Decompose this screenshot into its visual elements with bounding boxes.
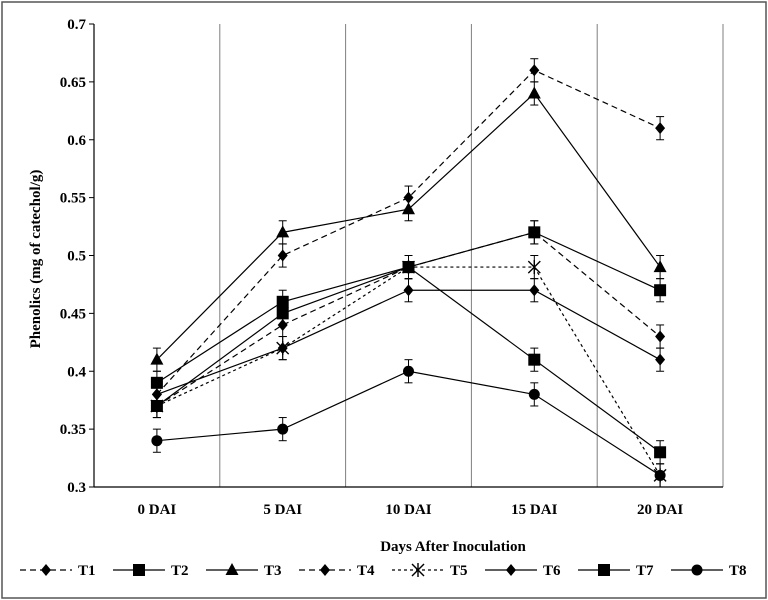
series-t3-point: [150, 352, 164, 365]
grid-lines: [219, 24, 724, 487]
legend-marker: [225, 563, 239, 575]
series-group: [150, 58, 667, 488]
series-t3-point: [402, 202, 415, 215]
x-tick-label: 5 DAI: [263, 502, 302, 518]
series-t3-point: [527, 86, 541, 99]
legend-label: T1: [78, 563, 96, 579]
x-tick-label: 0 DAI: [138, 502, 177, 518]
y-tick-label: 0.65: [60, 75, 86, 91]
legend-label: T8: [729, 563, 747, 579]
legend-label: T2: [171, 563, 189, 579]
legend: T1 T2 T3 T4 T5 T6 T7 T8: [20, 563, 747, 579]
x-tick-label: 15 DAI: [511, 502, 557, 518]
series-t1-point: [655, 122, 666, 135]
legend-item-t7: T7: [578, 563, 654, 579]
series-t7-point: [402, 261, 415, 274]
series-t7-point: [654, 446, 667, 459]
series-t8-point: [151, 435, 163, 447]
legend-label: T4: [357, 563, 375, 579]
legend-marker: [133, 564, 145, 576]
legend-item-t4: T4: [299, 563, 375, 579]
series-t8-point: [277, 423, 289, 435]
x-tick-labels: 0 DAI 5 DAI 10 DAI 15 DAI 20 DAI: [138, 502, 684, 518]
series-t4-point: [655, 330, 666, 343]
series-t6-point: [277, 342, 288, 355]
legend-item-t2: T2: [113, 563, 189, 579]
y-tick-label: 0.55: [60, 191, 86, 207]
series-t6: [151, 278, 666, 407]
series-t4-line: [156, 231, 661, 407]
series-t6-point: [403, 284, 414, 297]
legend-label: T5: [450, 563, 468, 579]
y-tick-label: 0.45: [60, 306, 86, 322]
legend-item-t8: T8: [671, 563, 747, 579]
series-t3-point: [653, 260, 667, 273]
series-t7-point: [276, 295, 289, 308]
legend-marker: [320, 564, 330, 576]
series-t7-point: [150, 376, 163, 389]
series-t3-point: [276, 225, 290, 238]
legend-label: T6: [543, 563, 561, 579]
y-tick-label: 0.5: [67, 249, 86, 265]
legend-marker: [411, 563, 425, 577]
series-t6-point: [655, 353, 666, 366]
y-tick-label: 0.4: [67, 364, 86, 380]
x-axis-title: Days After Inoculation: [380, 539, 526, 555]
series-t1-point: [277, 249, 288, 262]
legend-item-t5: T5: [392, 563, 468, 579]
series-t1-point: [529, 64, 540, 77]
series-t5-point: [527, 260, 541, 275]
y-tick-label: 0.35: [60, 422, 86, 438]
series-t8-point: [654, 469, 666, 481]
legend-label: T3: [264, 563, 282, 579]
series-t6-point: [529, 284, 540, 297]
series-t7: [150, 255, 667, 465]
y-tick-labels: 0.3 0.35 0.4 0.45 0.5 0.55 0.6 0.65 0.7: [60, 17, 87, 496]
y-tick-label: 0.3: [67, 480, 86, 496]
legend-marker: [691, 564, 703, 576]
series-t4-point: [529, 226, 540, 239]
series-t8: [151, 359, 666, 488]
series-t4-point: [277, 318, 288, 331]
legend-marker: [41, 564, 51, 576]
series-t8-point: [403, 365, 414, 377]
legend-item-t3: T3: [206, 563, 282, 579]
series-t2-point: [654, 284, 667, 297]
series-t8-point: [528, 388, 540, 400]
series-t7-point: [528, 353, 541, 366]
x-tick-label: 20 DAI: [637, 502, 683, 518]
x-tick-label: 10 DAI: [385, 502, 431, 518]
legend-marker: [598, 564, 610, 576]
series-t3: [150, 81, 667, 372]
legend-label: T7: [636, 563, 654, 579]
y-axis-title: Phenolics (mg of catechol/g): [28, 170, 44, 349]
y-tick-label: 0.7: [67, 17, 86, 33]
legend-item-t6: T6: [485, 563, 561, 579]
legend-item-t1: T1: [20, 563, 96, 579]
axes: [89, 23, 723, 488]
y-tick-label: 0.6: [67, 133, 86, 149]
legend-marker: [506, 564, 516, 576]
